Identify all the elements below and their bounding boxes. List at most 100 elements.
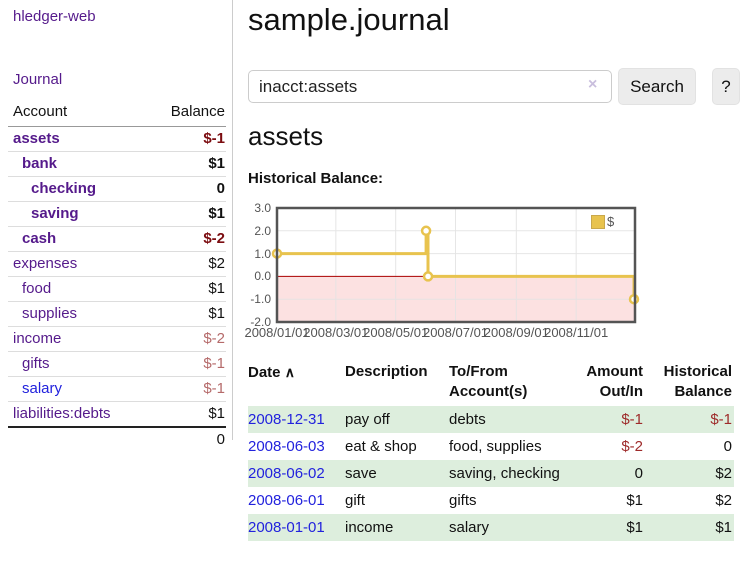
y-axis-tick: -2.0 (250, 315, 271, 329)
account-row: cash $-2 (8, 226, 226, 252)
col-balance: Historical Balance (663, 363, 732, 400)
account-balance: $-1 (145, 376, 226, 402)
transaction-description: pay off (345, 411, 390, 428)
transaction-row: 2008-06-02 save saving, checking 0 $2 (248, 460, 734, 487)
account-row: gifts $-1 (8, 351, 226, 377)
account-balance: $-2 (145, 226, 226, 252)
account-link[interactable]: expenses (13, 255, 78, 272)
transaction-row: 2008-06-03 eat & shop food, supplies $-2… (248, 433, 734, 460)
legend-label: $ (607, 214, 615, 229)
account-link[interactable]: food (22, 280, 52, 297)
transaction-date-link[interactable]: 2008-12-31 (248, 411, 325, 428)
transaction-amount: $-1 (621, 411, 643, 428)
chart-plot (271, 206, 640, 324)
transaction-description: eat & shop (345, 438, 417, 455)
transaction-balance: $1 (715, 519, 732, 536)
account-balance: $1 (145, 276, 226, 302)
account-balance: $-1 (145, 351, 226, 377)
y-axis-tick: -1.0 (250, 292, 271, 307)
account-row: assets $-1 (8, 127, 226, 152)
account-link[interactable]: checking (31, 180, 97, 197)
transaction-date-link[interactable]: 2008-06-02 (248, 465, 325, 482)
account-link[interactable]: salary (22, 380, 63, 397)
search-input[interactable] (248, 70, 612, 103)
page-title: sample.journal (248, 2, 450, 37)
y-axis-tick: 1.0 (254, 246, 271, 261)
transaction-accounts: food, supplies (449, 438, 542, 455)
x-axis-tick: 2008/05/01 (363, 325, 429, 340)
transaction-row: 2008-06-01 gift gifts $1 $2 (248, 487, 734, 514)
accounts-header-account: Account (8, 100, 146, 127)
x-axis-tick: 2008/07/01 (422, 325, 489, 340)
chart-legend: $ (589, 213, 617, 230)
x-axis-tick: 2008/11/01 (544, 325, 609, 340)
account-balance: $1 (145, 301, 226, 327)
accounts-table: Account Balance assets $-1 bank $1 check… (8, 100, 226, 452)
col-amount: Amount Out/In (586, 363, 643, 400)
transaction-row: 2008-12-31 pay off debts $-1 $-1 (248, 406, 734, 433)
sidebar-divider (232, 0, 233, 440)
transaction-accounts: saving, checking (449, 465, 560, 482)
account-row: salary $-1 (8, 376, 226, 402)
transaction-accounts: salary (449, 519, 490, 536)
account-balance: $1 (145, 401, 226, 427)
chart-title: Historical Balance: (248, 170, 384, 187)
transaction-description: income (345, 519, 394, 536)
sidebar: hledger-web Journal Account Balance asse… (0, 0, 232, 582)
clear-search-icon[interactable]: × (588, 76, 598, 93)
account-balance: $1 (145, 201, 226, 227)
transaction-row: 2008-01-01 income salary $1 $1 (248, 514, 734, 541)
accounts-total-row: 0 (8, 426, 226, 452)
col-accounts: To/From Account(s) (449, 363, 528, 400)
x-axis-tick: 2008/09/01 (483, 325, 549, 340)
sidebar-item-journal[interactable]: Journal (13, 71, 63, 88)
transaction-amount: $1 (626, 492, 643, 509)
transaction-amount: $-2 (621, 438, 643, 455)
sort-asc-icon: ∧ (284, 364, 295, 380)
x-axis-tick: 2008/01/01 (244, 325, 310, 340)
help-button[interactable]: ? (712, 68, 740, 105)
account-link[interactable]: supplies (22, 305, 78, 322)
transaction-date-link[interactable]: 2008-06-01 (248, 492, 325, 509)
account-row: food $1 (8, 276, 226, 302)
account-link[interactable]: assets (13, 130, 60, 147)
account-row: bank $1 (8, 151, 226, 177)
search-button[interactable]: Search (618, 68, 696, 105)
transaction-accounts: gifts (449, 492, 477, 509)
account-link[interactable]: liabilities:debts (13, 405, 111, 422)
account-link[interactable]: gifts (22, 355, 50, 372)
transaction-balance: 0 (723, 438, 732, 455)
account-balance: $-1 (203, 130, 225, 147)
transaction-description: gift (345, 492, 366, 509)
transaction-balance: $2 (715, 465, 732, 482)
account-balance: 0 (145, 176, 226, 202)
account-balance: $1 (145, 151, 226, 177)
account-balance: $-2 (145, 326, 226, 352)
account-link[interactable]: income (13, 330, 62, 347)
transaction-accounts: debts (449, 411, 486, 428)
app-brand-link[interactable]: hledger-web (13, 8, 96, 25)
register-table: Date ∧ Description To/From Account(s) Am… (248, 360, 734, 541)
col-date[interactable]: Date ∧ (248, 364, 295, 381)
account-balance: $2 (145, 251, 226, 277)
account-link[interactable]: cash (22, 230, 57, 247)
transaction-amount: $1 (626, 519, 643, 536)
transaction-amount: 0 (634, 465, 643, 482)
account-row: income $-2 (8, 326, 226, 352)
col-description: Description (345, 363, 428, 380)
x-axis-tick: 2008/03/01 (303, 325, 369, 340)
account-heading: assets (248, 121, 324, 151)
y-axis-tick: 2.0 (254, 223, 271, 238)
transaction-date-link[interactable]: 2008-06-03 (248, 438, 325, 455)
transaction-date-link[interactable]: 2008-01-01 (248, 519, 325, 536)
transaction-balance: $-1 (710, 411, 732, 428)
legend-swatch-icon (591, 214, 605, 229)
y-axis-tick: 3.0 (254, 201, 271, 215)
account-link[interactable]: bank (22, 155, 58, 172)
accounts-header-balance: Balance (145, 100, 226, 127)
y-axis-tick: 0.0 (254, 269, 271, 284)
account-row: saving $1 (8, 201, 226, 227)
transaction-description: save (345, 465, 377, 482)
account-link[interactable]: saving (31, 205, 79, 222)
account-row: liabilities:debts $1 (8, 401, 226, 427)
